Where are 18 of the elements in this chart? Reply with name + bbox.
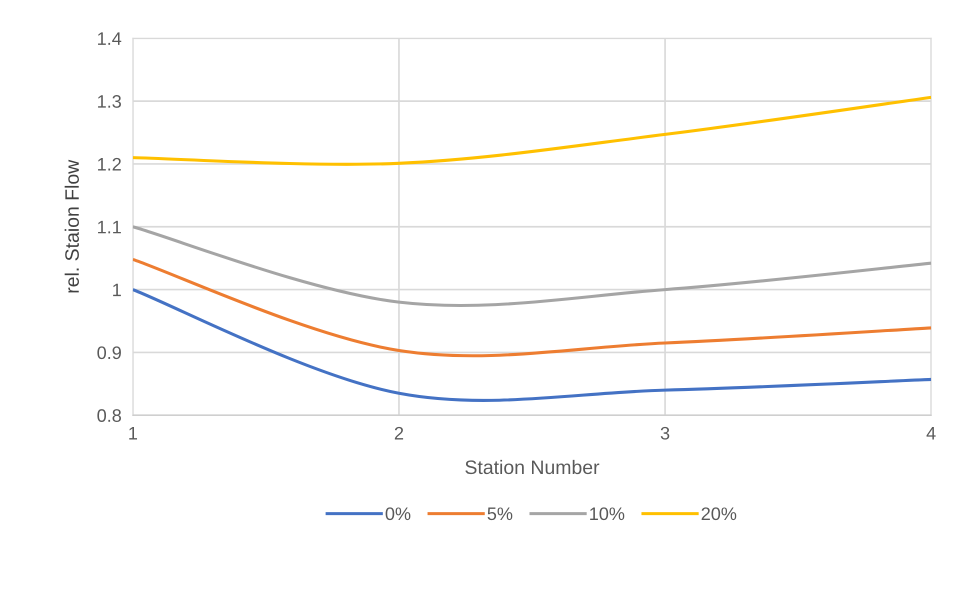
y-tick-label: 1.2 [98, 158, 121, 170]
y-axis-title: rel. Staion Flow [64, 160, 79, 292]
y-tick-label: 1.3 [98, 95, 121, 108]
x-axis-title: Station Number [465, 460, 600, 474]
legend-label: 5% [488, 507, 512, 520]
line-series [132, 96, 932, 166]
legend-label: 10% [590, 507, 624, 520]
y-tick-label: 0.9 [97, 346, 121, 360]
y-tick-label: 1.1 [98, 220, 121, 234]
legend-label: 20% [702, 507, 736, 520]
x-tick-label: 1 [129, 427, 138, 440]
x-tick-label: 4 [926, 427, 936, 440]
y-tick-label: 1 [113, 284, 121, 296]
x-tick-label: 2 [394, 426, 404, 440]
y-tick-label: 0.8 [97, 409, 121, 422]
legend-label: 0% [386, 507, 410, 520]
x-tick-label: 3 [660, 426, 670, 440]
y-tick-label: 1.4 [98, 32, 122, 45]
